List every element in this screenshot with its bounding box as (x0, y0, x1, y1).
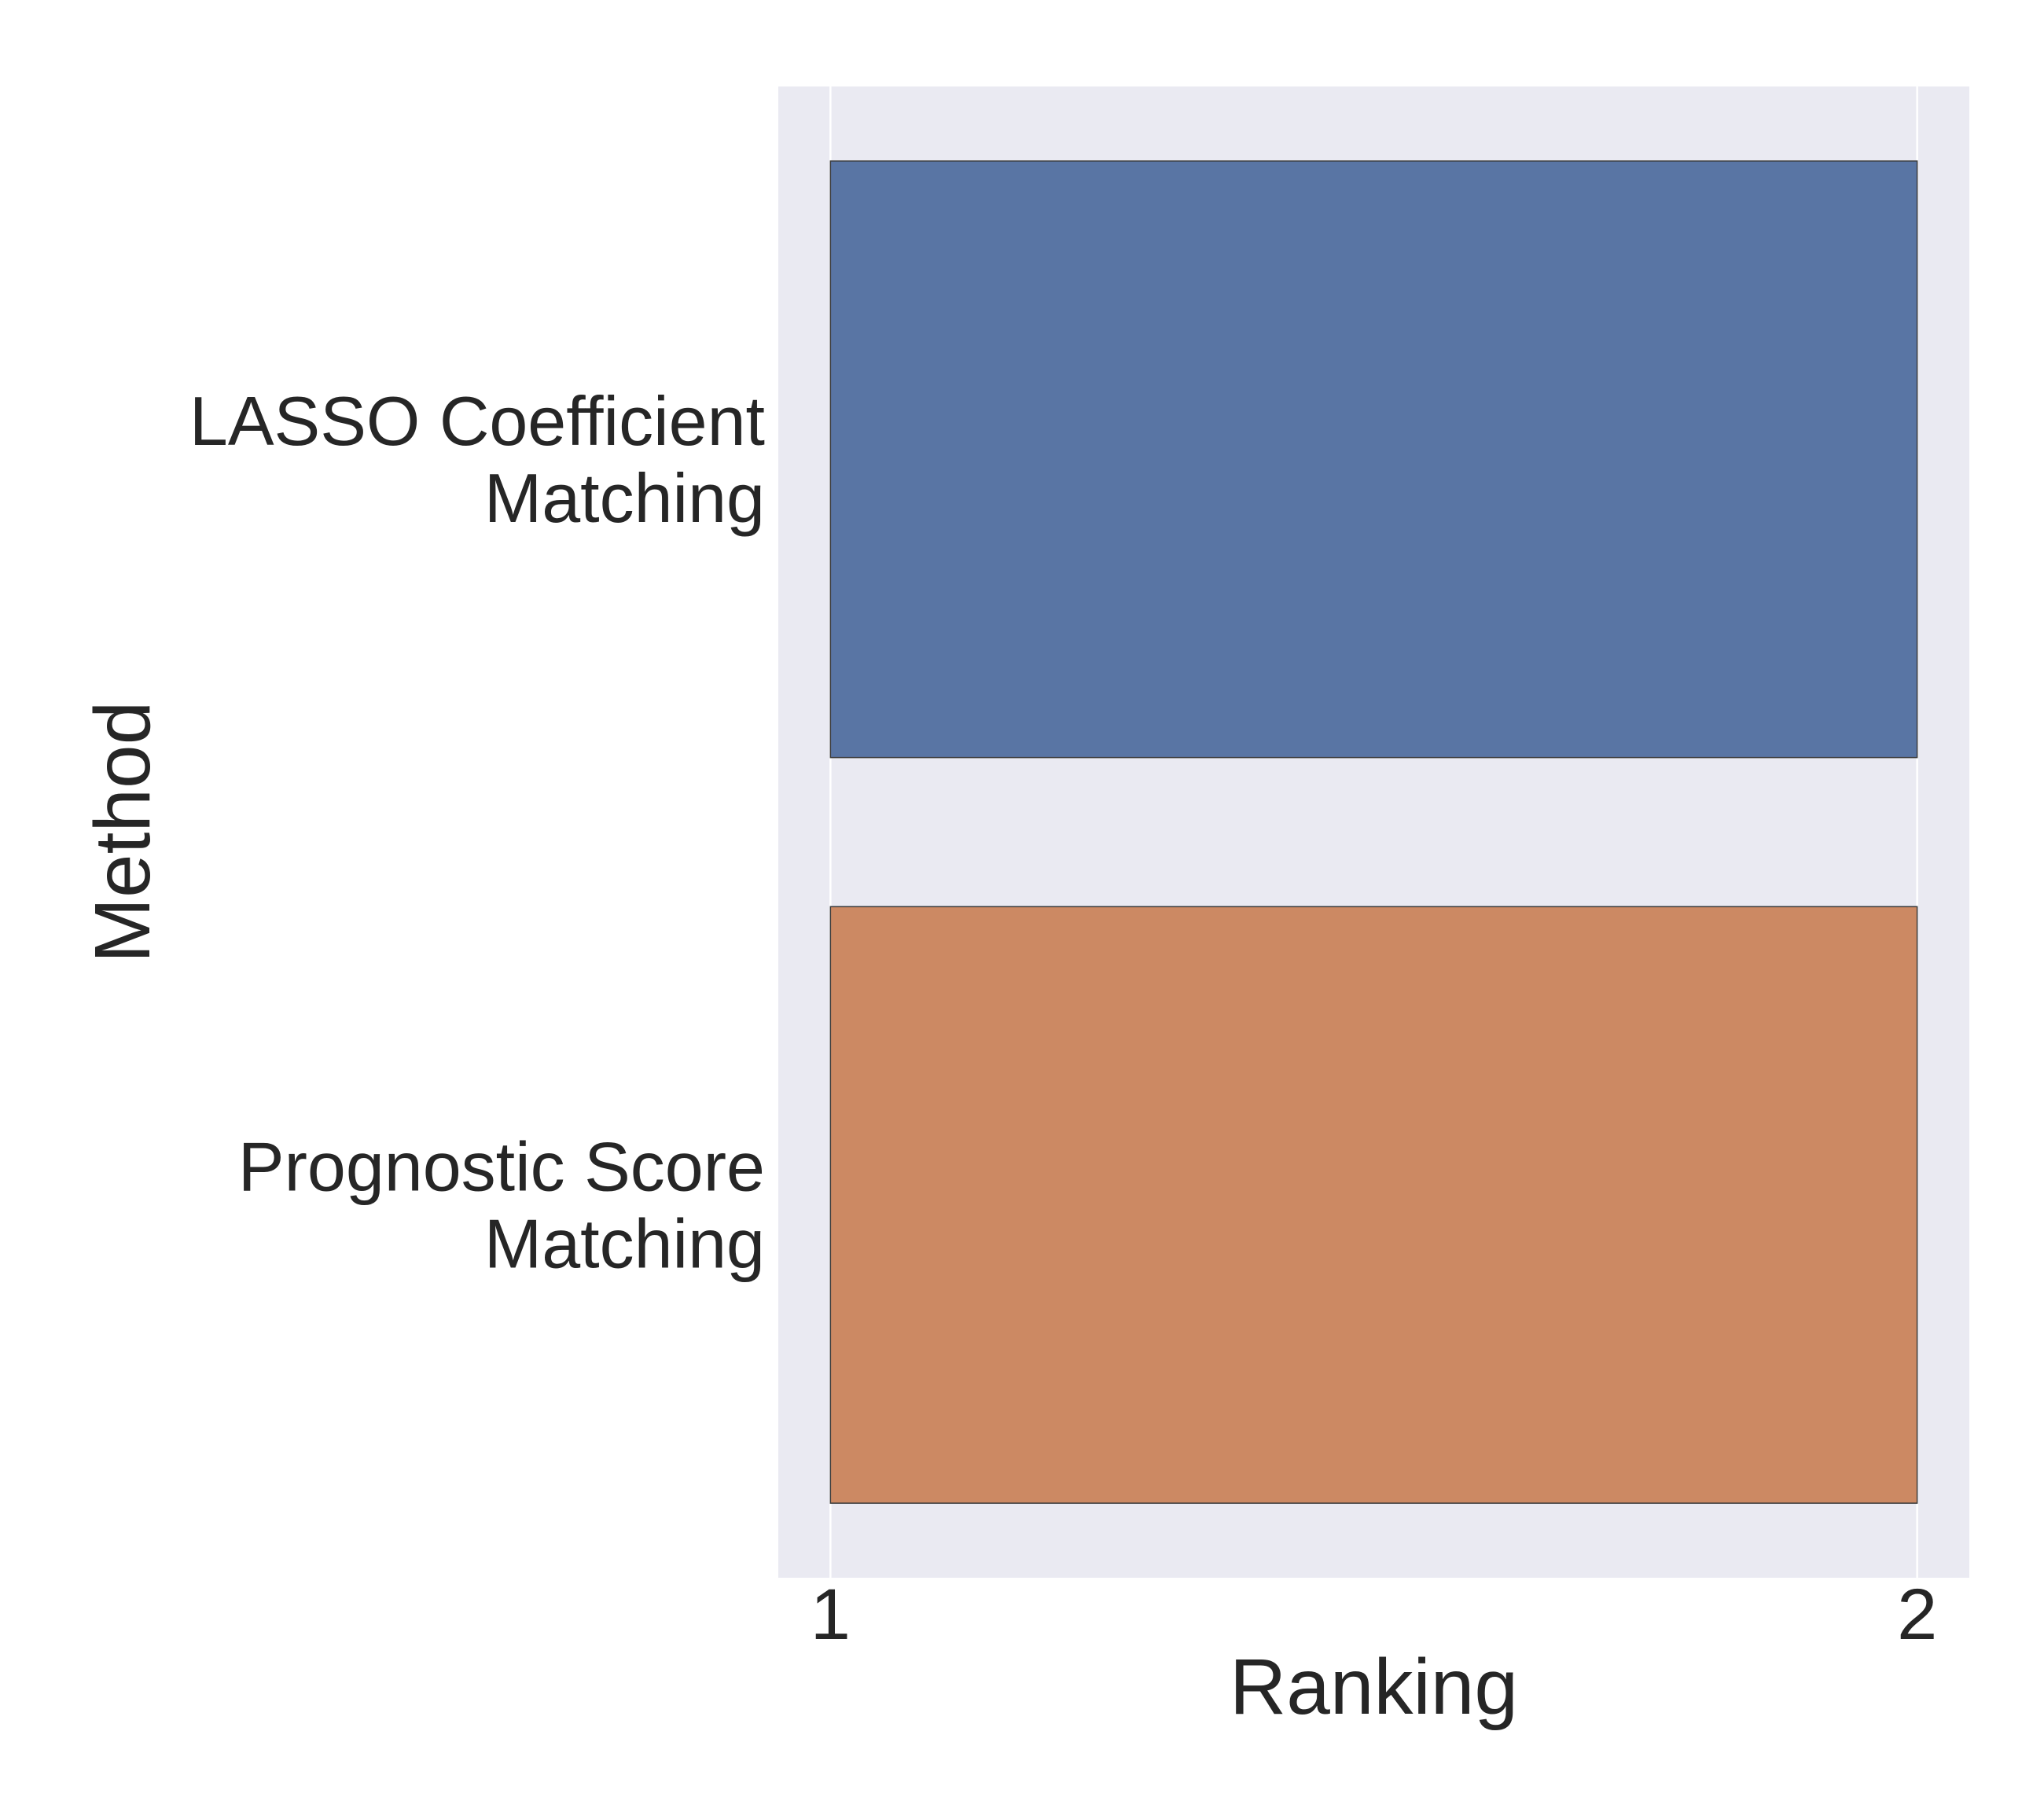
x-tick-label-2: 2 (1897, 1575, 1937, 1655)
x-axis-label: Ranking (1230, 1643, 1518, 1731)
y-tick-label-2: Prognostic Score Matching (238, 1128, 765, 1283)
y-axis-label: Method (79, 701, 167, 964)
bar-2 (829, 906, 1918, 1504)
x-tick-label-1: 1 (811, 1575, 851, 1655)
y-tick-label-1: LASSO Coefficient Matching (189, 382, 765, 537)
y-tick-labels: LASSO Coefficient Matching Prognostic Scor… (189, 382, 765, 1283)
bars (829, 160, 1918, 1504)
bar-1 (829, 160, 1918, 759)
